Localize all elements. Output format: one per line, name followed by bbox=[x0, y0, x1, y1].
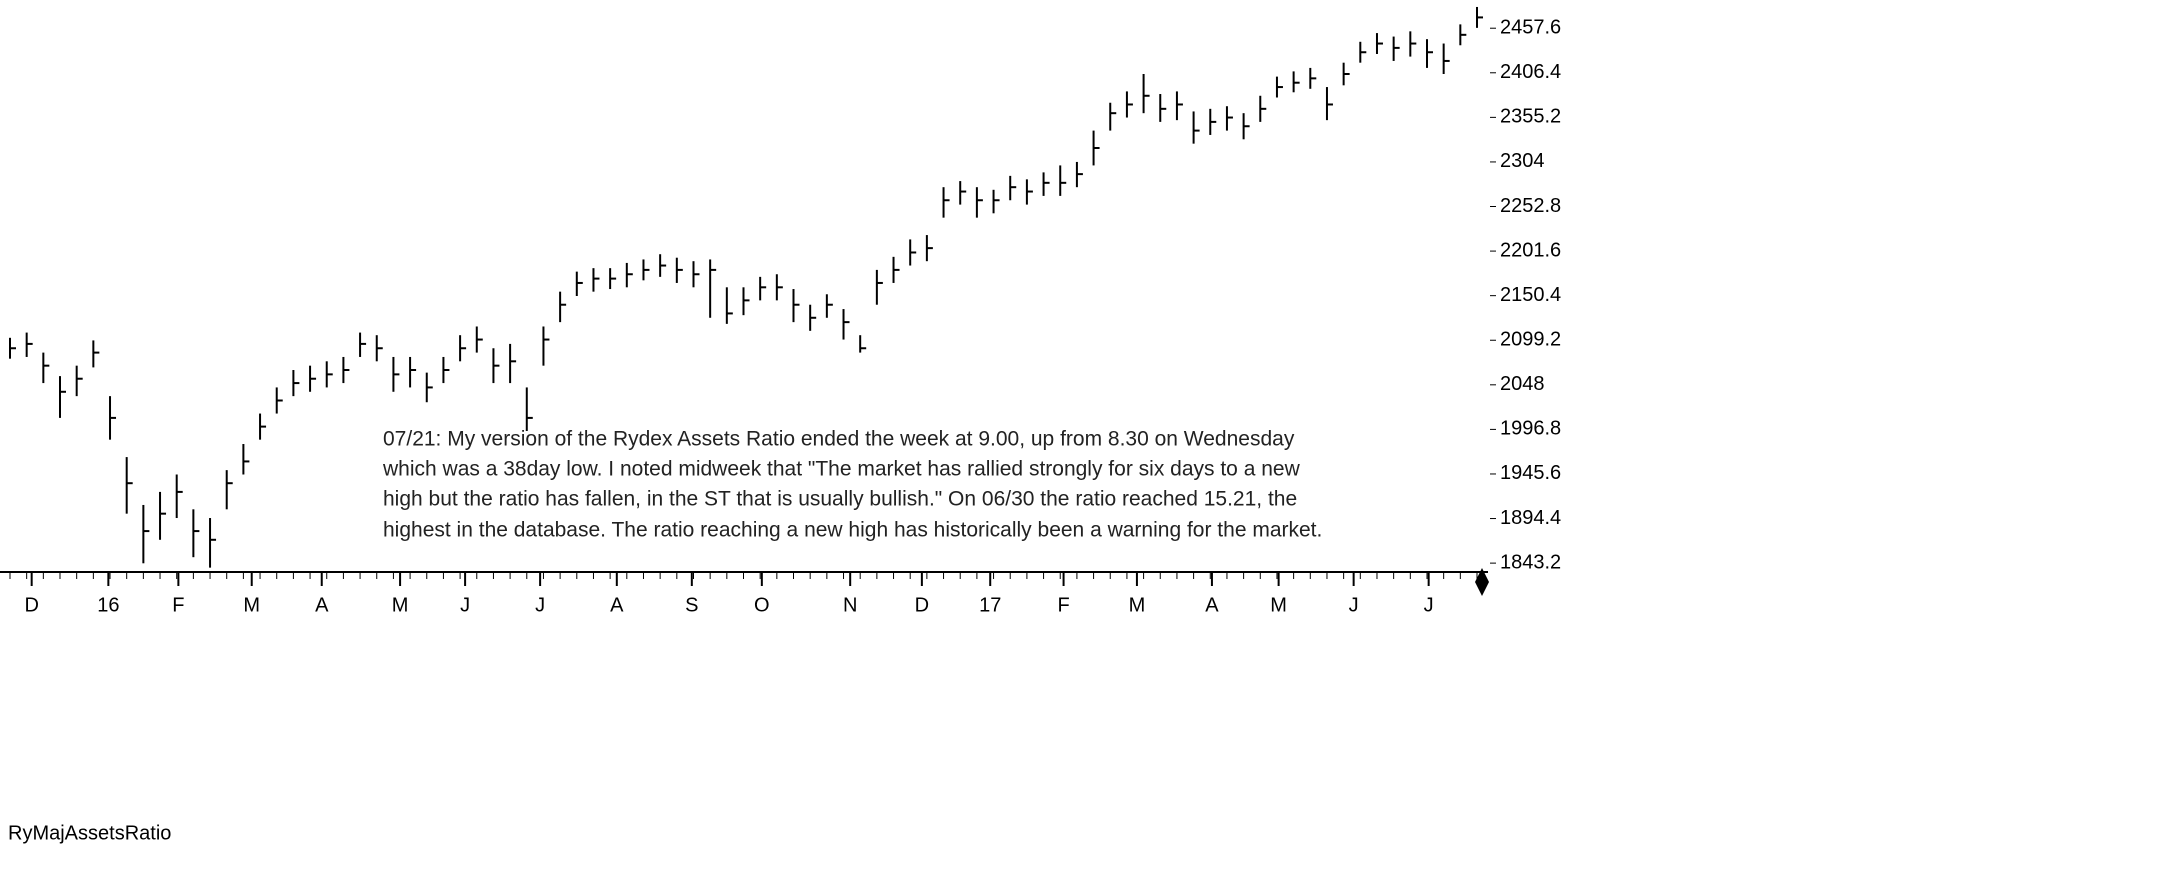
x-tick-label: 17 bbox=[979, 594, 1001, 616]
annotation-line: which was a 38day low. I noted midweek t… bbox=[382, 458, 1301, 481]
y-tick-label: 2099.2 bbox=[1500, 329, 1561, 351]
x-tick-label: 16 bbox=[97, 594, 119, 616]
x-tick-label: N bbox=[843, 594, 857, 616]
y-tick-label: 1843.2 bbox=[1500, 551, 1561, 573]
x-tick-label: A bbox=[315, 594, 329, 616]
x-tick-label: A bbox=[1205, 594, 1219, 616]
y-tick-label: 1894.4 bbox=[1500, 507, 1561, 529]
x-tick-label: M bbox=[1129, 594, 1146, 616]
x-tick-label: J bbox=[1424, 594, 1434, 616]
x-tick-label: D bbox=[24, 594, 38, 616]
y-tick-label: 2355.2 bbox=[1500, 106, 1561, 128]
x-tick-label: M bbox=[1270, 594, 1287, 616]
y-tick-label: 2304 bbox=[1500, 150, 1545, 172]
y-tick-label: 2201.6 bbox=[1500, 239, 1561, 261]
x-tick-label: D bbox=[915, 594, 929, 616]
annotation-line: high but the ratio has fallen, in the ST… bbox=[383, 488, 1297, 511]
x-tick-label: J bbox=[460, 594, 470, 616]
y-tick-label: 2457.6 bbox=[1500, 16, 1561, 38]
y-tick-label: 1945.6 bbox=[1500, 462, 1561, 484]
x-tick-label: M bbox=[392, 594, 409, 616]
annotation-line: 07/21: My version of the Rydex Assets Ra… bbox=[383, 428, 1295, 451]
x-tick-label: M bbox=[243, 594, 260, 616]
x-tick-label: S bbox=[685, 594, 698, 616]
current-marker bbox=[1475, 568, 1489, 596]
x-tick-label: A bbox=[610, 594, 624, 616]
x-tick-label: F bbox=[1057, 594, 1069, 616]
indicator-label: RyMajAssetsRatio bbox=[8, 822, 171, 844]
y-tick-label: 2150.4 bbox=[1500, 284, 1561, 306]
x-tick-label: O bbox=[754, 594, 770, 616]
y-tick-label: 2252.8 bbox=[1500, 195, 1561, 217]
annotation-line: highest in the database. The ratio reach… bbox=[383, 519, 1322, 542]
x-tick-label: J bbox=[535, 594, 545, 616]
x-tick-label: F bbox=[172, 594, 184, 616]
y-tick-label: 2048 bbox=[1500, 373, 1545, 395]
y-tick-label: 1996.8 bbox=[1500, 418, 1561, 440]
y-tick-label: 2406.4 bbox=[1500, 61, 1561, 83]
x-tick-label: J bbox=[1349, 594, 1359, 616]
